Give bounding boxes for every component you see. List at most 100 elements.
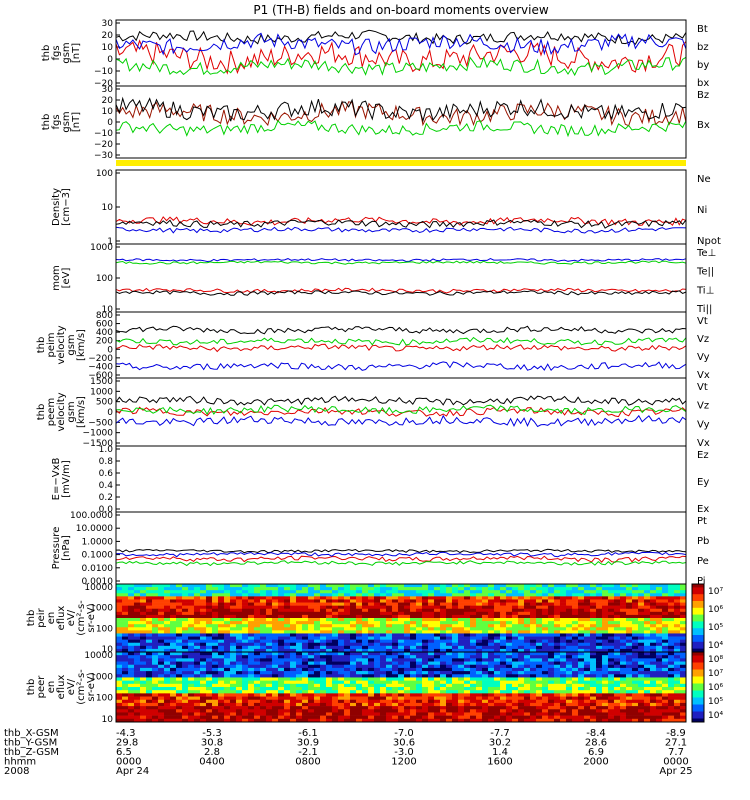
spectrogram-cell <box>350 608 357 613</box>
spectrogram-cell <box>158 627 165 631</box>
spectrogram-cell <box>566 690 573 694</box>
spectrogram-cell <box>200 599 207 603</box>
spectrogram-cell <box>314 593 321 597</box>
spectrogram-cell <box>422 696 429 701</box>
spectrogram-cell <box>542 715 549 720</box>
y-axis-label-line: thb <box>41 45 52 62</box>
spectrogram-cell <box>278 706 285 710</box>
spectrogram-cell <box>644 706 651 710</box>
spectrogram-cell <box>212 712 219 716</box>
y-tick-label: 200 <box>96 337 113 347</box>
spectrogram-cell <box>398 605 405 610</box>
spectrogram-cell <box>494 680 501 685</box>
spectrogram-cell <box>650 602 657 606</box>
spectrogram-cell <box>566 633 573 637</box>
spectrogram-cell <box>404 630 411 634</box>
colorbar-segment <box>692 711 704 716</box>
spectrogram-cell <box>206 702 213 707</box>
spectrogram-cell <box>482 671 489 675</box>
spectrogram-cell <box>680 627 687 631</box>
spectrogram-cell <box>230 667 237 672</box>
spectrogram-cell <box>182 599 189 603</box>
spectrogram-cell <box>674 702 681 707</box>
spectrogram-cell <box>260 584 267 588</box>
spectrogram-cell <box>476 706 483 710</box>
spectrogram-cell <box>236 667 243 672</box>
spectrogram-cell <box>632 687 639 691</box>
spectrogram-cell <box>674 667 681 672</box>
spectrogram-cell <box>410 639 417 644</box>
spectrogram-cell <box>242 621 249 625</box>
spectrogram-cell <box>542 608 549 613</box>
spectrogram-cell <box>236 655 243 659</box>
spectrogram-cell <box>218 590 225 594</box>
spectrogram-cell <box>596 671 603 675</box>
spectrogram-cell <box>614 608 621 613</box>
y-tick-label: 1000 <box>90 604 113 614</box>
spectrogram-cell <box>206 706 213 710</box>
spectrogram-cell <box>272 642 279 647</box>
spectrogram-cell <box>152 614 159 619</box>
spectrogram-cell <box>344 677 351 681</box>
spectrogram-cell <box>674 683 681 688</box>
spectrogram-cell <box>284 602 291 606</box>
spectrogram-cell <box>668 718 675 723</box>
spectrogram-cell <box>194 636 201 640</box>
spectrogram-cell <box>434 709 441 713</box>
spectrogram-cell <box>410 633 417 637</box>
spectrogram-cell <box>470 693 477 697</box>
spectrogram-cell <box>146 693 153 697</box>
spectrogram-cell <box>530 636 537 640</box>
spectrogram-cell <box>560 608 567 613</box>
spectrogram-cell <box>578 636 585 640</box>
spectrogram-cell <box>602 630 609 634</box>
spectrogram-cell <box>404 715 411 720</box>
spectrogram-cell <box>392 648 399 653</box>
spectrogram-cell <box>260 593 267 597</box>
spectrogram-cell <box>362 712 369 716</box>
spectrogram-cell <box>506 674 513 678</box>
spectrogram-cell <box>200 614 207 619</box>
spectrogram-cell <box>620 693 627 697</box>
spectrogram-cell <box>482 667 489 672</box>
spectrogram-cell <box>224 627 231 631</box>
spectrogram-cell <box>236 627 243 631</box>
spectrogram-cell <box>344 699 351 704</box>
spectrogram-cell <box>638 712 645 716</box>
spectrogram-cell <box>338 709 345 713</box>
spectrogram-cell <box>206 696 213 701</box>
spectrogram-cell <box>236 636 243 640</box>
spectrogram-cell <box>326 693 333 697</box>
spectrogram-cell <box>530 608 537 613</box>
spectrogram-cell <box>542 661 549 666</box>
legend-entry: Vy <box>697 419 710 430</box>
spectrogram-cell <box>248 690 255 694</box>
spectrogram-cell <box>134 602 141 606</box>
spectrogram-cell <box>482 593 489 597</box>
y-axis-label-line: velocity <box>56 392 67 431</box>
panel-frame <box>115 511 687 585</box>
spectrogram-cell <box>446 618 453 622</box>
spectrogram-cell <box>170 618 177 622</box>
spectrogram-cell <box>146 639 153 644</box>
spectrogram-cell <box>674 633 681 637</box>
spectrogram-cell <box>590 614 597 619</box>
spectrogram-cell <box>614 658 621 662</box>
spectrogram-cell <box>128 605 135 610</box>
spectrogram-cell <box>362 648 369 653</box>
spectrogram-cell <box>488 687 495 691</box>
spectrogram-cell <box>134 608 141 613</box>
spectrogram-cell <box>548 699 555 704</box>
spectrogram-cell <box>242 671 249 675</box>
spectrogram-cell <box>440 690 447 694</box>
spectrogram-cell <box>512 709 519 713</box>
spectrogram-cell <box>194 602 201 606</box>
spectrogram-cell <box>236 614 243 619</box>
spectrogram-cell <box>626 621 633 625</box>
spectrogram-cell <box>302 633 309 637</box>
spectrogram-cell <box>344 630 351 634</box>
spectrogram-cell <box>614 611 621 616</box>
spectrogram-cell <box>164 593 171 597</box>
spectrogram-cell <box>596 614 603 619</box>
spectrogram-cell <box>272 633 279 637</box>
